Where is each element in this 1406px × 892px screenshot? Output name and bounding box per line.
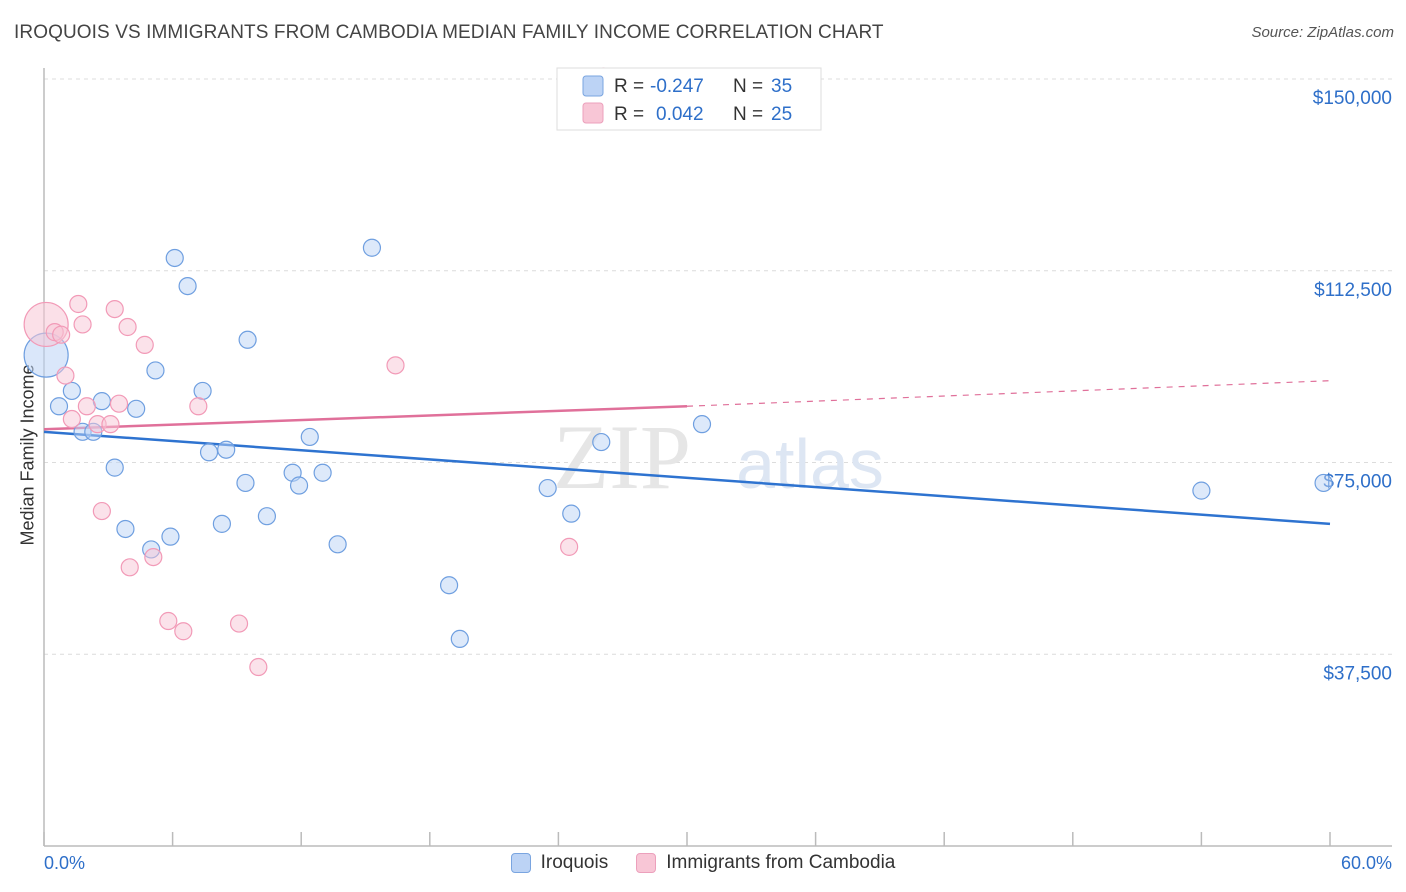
iroquois-point-20 <box>257 507 277 526</box>
iroquois-point-12 <box>165 248 184 268</box>
cambodia-point-6 <box>73 315 92 334</box>
legend-n-value-1: 35 <box>771 76 792 97</box>
watermark: ZIP atlas <box>553 406 884 508</box>
chart-title: IROQUOIS VS IMMIGRANTS FROM CAMBODIA MED… <box>14 22 884 43</box>
legend-n-label-1: N = <box>733 76 763 97</box>
cambodia-point-17 <box>159 611 178 631</box>
axes <box>43 68 1392 847</box>
iroquois-point-17 <box>217 440 236 459</box>
y-tick-label-1: $75,000 <box>1323 472 1392 493</box>
legend-swatch-iroquois-bottom <box>510 853 531 873</box>
iroquois-point-19 <box>238 330 257 349</box>
iroquois-point-7 <box>116 519 135 539</box>
x-tick-label-min: 0.0% <box>44 853 85 873</box>
y-tick-label-2: $112,500 <box>1314 280 1392 301</box>
iroquois-point-13 <box>178 276 197 296</box>
stats-legend: R = -0.247 N = 35 R = 0.042 N = 25 <box>556 67 822 131</box>
iroquois-point-15 <box>199 443 219 462</box>
iroquois-point-30 <box>562 504 581 523</box>
iroquois-point-31 <box>592 432 611 452</box>
legend-r-value-2: 0.042 <box>656 104 704 125</box>
y-tick-labels: $37,500 $75,000 $112,500 $150,000 <box>1313 88 1392 684</box>
iroquois-point-25 <box>328 535 347 554</box>
legend-r-label-1: R = <box>614 76 644 97</box>
cambodia-point-22 <box>386 356 405 375</box>
iroquois-point-29 <box>538 478 557 498</box>
cambodia-point-9 <box>92 501 111 521</box>
source-label[interactable]: Source: ZipAtlas.com <box>1251 24 1394 41</box>
cambodia-point-10 <box>101 415 120 434</box>
gridlines <box>44 78 1392 655</box>
iroquois-point-22 <box>289 476 309 495</box>
cambodia-point-18 <box>174 622 193 641</box>
legend-label-iroquois: Iroquois <box>540 852 609 873</box>
trend-lines <box>43 380 1331 526</box>
series-legend: Iroquois Immigrants from Cambodia <box>0 852 1406 874</box>
legend-swatch-cambodia-bottom <box>636 853 657 873</box>
y-tick-label-3: $150,000 <box>1313 88 1392 109</box>
legend-r-label-2: R = <box>614 104 644 125</box>
data-points <box>23 67 1333 677</box>
cambodia-point-3 <box>56 366 75 385</box>
legend-r-value-1: -0.247 <box>650 76 704 97</box>
cambodia-point-13 <box>118 317 137 337</box>
cambodia-point-4 <box>62 409 81 429</box>
legend-label-cambodia: Immigrants from Cambodia <box>666 852 896 873</box>
iroquois-point-24 <box>313 463 332 482</box>
cambodia-point-5 <box>69 294 88 314</box>
iroquois-point-33 <box>1192 481 1211 500</box>
cambodia-point-20 <box>229 614 249 633</box>
legend-swatch-cambodia <box>582 102 604 124</box>
cambodia-point-2 <box>52 325 71 344</box>
iroquois-point-10 <box>146 361 165 380</box>
y-tick-label-0: $37,500 <box>1323 663 1392 684</box>
trend-line-iroquois <box>43 430 1331 526</box>
iroquois-point-27 <box>439 576 459 595</box>
legend-item-iroquois[interactable]: Iroquois <box>510 852 609 874</box>
cambodia-point-21 <box>249 657 268 677</box>
iroquois-point-1 <box>49 397 69 416</box>
iroquois-point-23 <box>300 427 319 447</box>
cambodia-point-7 <box>77 397 96 416</box>
iroquois-point-14 <box>193 381 212 401</box>
legend-item-cambodia[interactable]: Immigrants from Cambodia <box>636 852 895 874</box>
trend-line-cambodia-extension <box>686 380 1331 407</box>
iroquois-point-18 <box>236 473 255 493</box>
cambodia-point-11 <box>105 300 124 319</box>
iroquois-point-34 <box>1314 473 1333 493</box>
cambodia-point-19 <box>189 397 208 416</box>
cambodia-point-16 <box>144 547 163 567</box>
cambodia-point-12 <box>109 394 129 413</box>
iroquois-point-2 <box>62 381 81 401</box>
iroquois-point-26 <box>362 238 382 257</box>
iroquois-point-32 <box>692 415 712 434</box>
x-ticks <box>43 832 1331 846</box>
trend-line-cambodia <box>43 405 688 431</box>
cambodia-point-23 <box>560 537 579 556</box>
iroquois-point-16 <box>212 514 231 533</box>
x-tick-labels: 0.0% 60.0% <box>44 853 1392 873</box>
iroquois-point-11 <box>161 527 180 546</box>
x-tick-label-max: 60.0% <box>1341 853 1392 873</box>
legend-swatch-iroquois <box>582 75 604 97</box>
iroquois-point-6 <box>105 458 124 477</box>
source-text: Source: ZipAtlas.com <box>1251 24 1394 41</box>
cambodia-point-14 <box>120 558 139 577</box>
iroquois-point-28 <box>450 629 469 649</box>
cambodia-point-15 <box>135 335 154 354</box>
watermark-zip: ZIP <box>553 406 691 508</box>
iroquois-point-8 <box>127 399 146 418</box>
legend-n-label-2: N = <box>733 104 763 125</box>
legend-n-value-2: 25 <box>771 104 792 125</box>
